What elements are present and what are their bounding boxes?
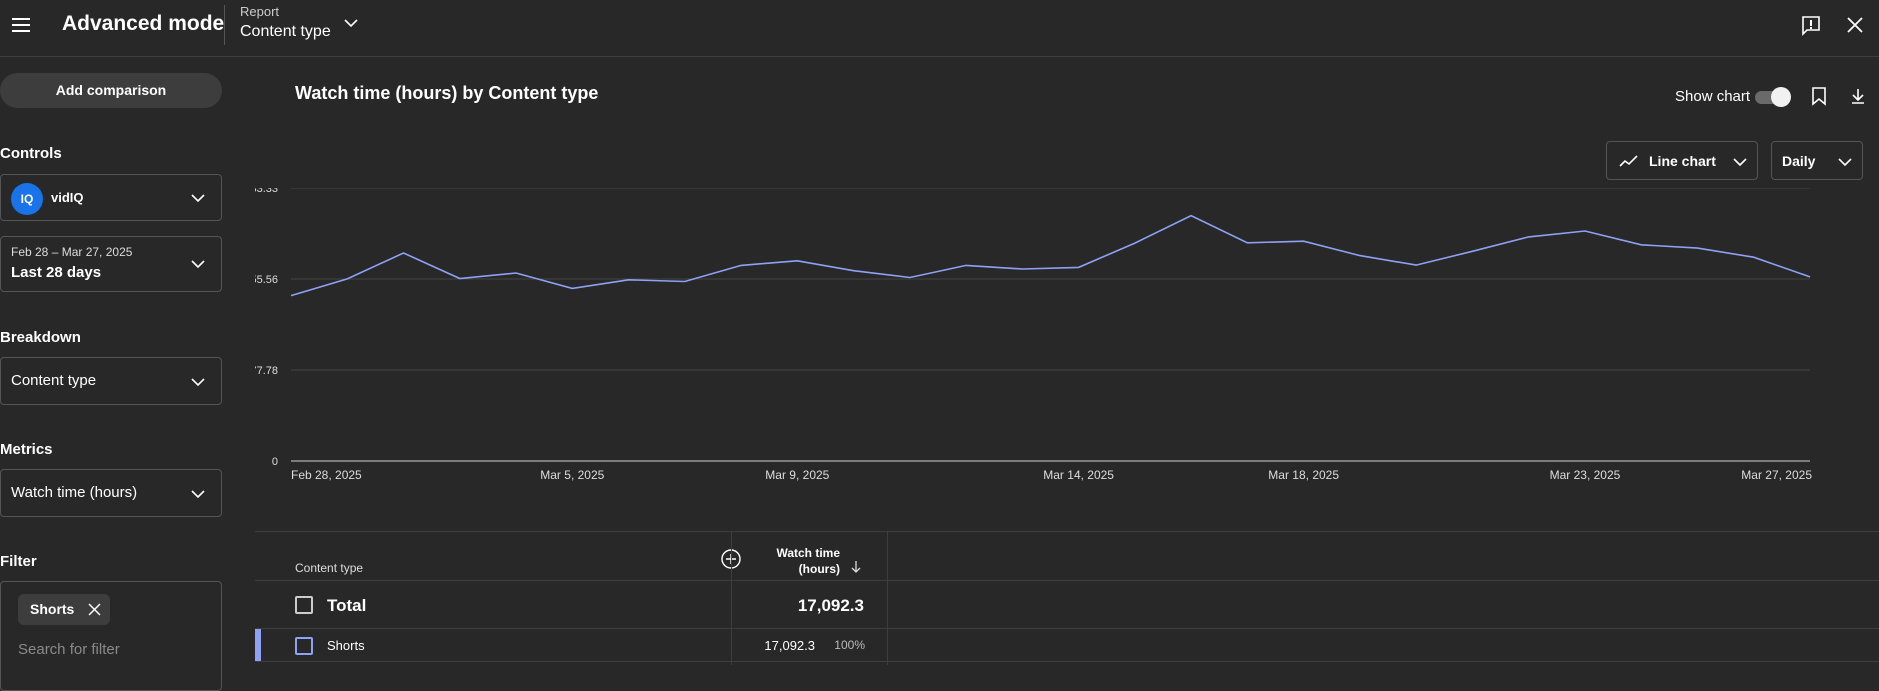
x-tick-label: Mar 9, 2025 <box>765 468 829 482</box>
data-table: Content type Watch time (hours) Total 17… <box>255 531 1879 673</box>
total-checkbox[interactable] <box>295 596 313 614</box>
chevron-down-icon <box>191 490 205 499</box>
main-panel: Watch time (hours) by Content type Show … <box>255 58 1879 673</box>
row-value: 17,092.3 <box>764 638 815 653</box>
total-label: Total <box>327 596 367 615</box>
menu-icon[interactable] <box>10 14 32 36</box>
chevron-down-icon <box>1733 158 1747 167</box>
bookmark-icon[interactable] <box>1808 85 1830 107</box>
report-selector[interactable]: Report Content type <box>240 4 370 48</box>
report-label: Report <box>240 4 280 19</box>
download-icon[interactable] <box>1847 85 1869 107</box>
y-tick-label: 833.33 <box>255 188 278 195</box>
line-chart: 833.33 555.56 277.78 0 Feb 28, 2025 Mar 5, 20… <box>255 188 1812 482</box>
filter-box[interactable]: Shorts <box>0 581 222 691</box>
divider <box>224 5 225 45</box>
metrics-value: Watch time (hours) <box>11 484 138 501</box>
column-header-line2: (hours) <box>798 562 840 576</box>
chart-type-dropdown[interactable]: Line chart <box>1606 141 1758 180</box>
breakdown-value: Content type <box>11 372 97 389</box>
close-icon[interactable] <box>88 603 101 616</box>
sort-arrow-down-icon[interactable] <box>850 560 862 574</box>
app-title: Advanced mode <box>62 12 225 35</box>
chevron-down-icon <box>191 378 205 387</box>
breakdown-title: Breakdown <box>0 329 81 346</box>
total-value: 17,092.3 <box>797 596 864 615</box>
y-tick-label: 555.56 <box>255 274 278 286</box>
metrics-title: Metrics <box>0 441 53 458</box>
report-value: Content type <box>240 23 331 40</box>
filter-search-input[interactable] <box>18 637 208 661</box>
interval-dropdown[interactable]: Daily <box>1771 141 1863 180</box>
x-tick-label: Mar 23, 2025 <box>1550 468 1621 482</box>
filter-chip: Shorts <box>18 594 111 625</box>
chart-type-label: Line chart <box>1649 153 1716 169</box>
show-chart-label: Show chart <box>1675 88 1751 105</box>
column-header-content-type: Content type <box>295 561 364 575</box>
table-row: Shorts 17,092.3 100% <box>255 629 1879 662</box>
y-tick-label: 0 <box>272 456 278 468</box>
table-row-total: Total 17,092.3 <box>255 581 1879 629</box>
close-icon[interactable] <box>1844 14 1866 36</box>
series-color-marker <box>255 629 261 661</box>
channel-name: vidIQ <box>51 190 84 205</box>
sidebar: Add comparison Controls IQ vidIQ Feb 28 … <box>0 58 235 691</box>
chart-title: Watch time (hours) by Content type <box>295 83 599 103</box>
chevron-down-icon <box>1838 158 1852 167</box>
x-tick-label: Mar 27, 2025 <box>1741 468 1812 482</box>
date-range: Feb 28 – Mar 27, 2025 <box>11 245 133 259</box>
x-tick-label: Mar 18, 2025 <box>1268 468 1339 482</box>
table-header: Content type Watch time (hours) <box>255 531 1879 581</box>
column-divider <box>731 531 732 665</box>
column-header-line1: Watch time <box>776 546 840 560</box>
column-header-watch-time[interactable]: Watch time (hours) <box>752 545 840 577</box>
chevron-down-icon <box>191 194 205 203</box>
add-comparison-button[interactable]: Add comparison <box>0 73 222 108</box>
breakdown-dropdown[interactable]: Content type <box>0 357 222 405</box>
top-bar: Advanced mode Report Content type <box>0 0 1879 57</box>
date-preset: Last 28 days <box>11 264 102 281</box>
x-tick-label: Mar 14, 2025 <box>1043 468 1114 482</box>
chevron-down-icon <box>191 260 205 269</box>
controls-title: Controls <box>0 145 62 162</box>
feedback-icon[interactable] <box>1800 14 1822 36</box>
y-tick-label: 277.78 <box>255 365 278 377</box>
row-checkbox[interactable] <box>295 637 313 655</box>
line-chart-icon <box>1619 155 1638 167</box>
column-divider <box>887 531 888 665</box>
filter-chip-label: Shorts <box>30 601 75 617</box>
chevron-down-icon <box>344 19 358 28</box>
channel-dropdown[interactable]: IQ vidIQ <box>0 174 222 221</box>
filter-title: Filter <box>0 553 37 570</box>
row-label: Shorts <box>327 638 365 653</box>
show-chart-toggle[interactable] <box>1755 87 1791 107</box>
avatar: IQ <box>11 183 43 215</box>
interval-label: Daily <box>1782 153 1816 169</box>
series-line <box>290 214 1811 297</box>
x-tick-label: Mar 5, 2025 <box>540 468 604 482</box>
x-tick-label: Feb 28, 2025 <box>291 468 362 482</box>
row-percent: 100% <box>834 638 865 652</box>
date-range-dropdown[interactable]: Feb 28 – Mar 27, 2025 Last 28 days <box>0 236 222 292</box>
metrics-dropdown[interactable]: Watch time (hours) <box>0 469 222 517</box>
